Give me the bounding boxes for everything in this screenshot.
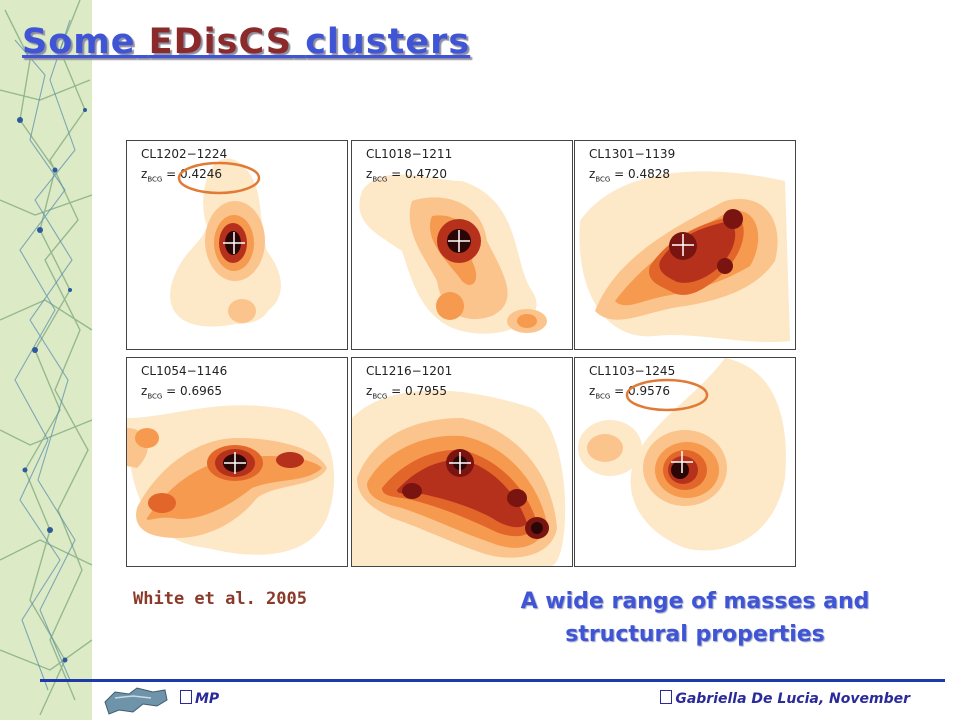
cluster-redshift: zBCG = 0.4246 bbox=[141, 167, 223, 184]
cluster-name: CL1103−1245 bbox=[589, 364, 676, 378]
footer-divider bbox=[40, 679, 945, 682]
cluster-name: CL1301−1139 bbox=[589, 147, 676, 161]
density-map bbox=[352, 390, 566, 566]
cluster-panel-2: CL1018−1211 zBCG = 0.4720 bbox=[351, 140, 573, 350]
logo-icon bbox=[104, 687, 168, 715]
title-highlight: EDisCS bbox=[148, 22, 292, 62]
cluster-panel-6: CL1103−1245 zBCG = 0.9576 bbox=[574, 357, 796, 567]
title-prefix: Some bbox=[22, 22, 136, 62]
placeholder-box-icon bbox=[660, 690, 673, 704]
cluster-redshift: zBCG = 0.9576 bbox=[589, 384, 671, 401]
density-map bbox=[578, 358, 786, 551]
caption: A wide range of masses and structural pr… bbox=[470, 585, 920, 651]
cluster-redshift: zBCG = 0.7955 bbox=[366, 384, 448, 401]
cluster-redshift: zBCG = 0.4828 bbox=[589, 167, 671, 184]
cluster-name: CL1216−1201 bbox=[366, 364, 453, 378]
cluster-panel-1: CL1202−1224 zBCG = 0.4246 bbox=[126, 140, 348, 350]
density-map bbox=[170, 158, 281, 327]
highlight-ring bbox=[177, 161, 261, 195]
footer-left: MP bbox=[180, 690, 219, 707]
density-map bbox=[579, 171, 790, 343]
citation: White et al. 2005 bbox=[133, 589, 307, 609]
cluster-name: CL1018−1211 bbox=[366, 147, 453, 161]
footer-right-text: Gabriella De Lucia, November bbox=[675, 691, 910, 707]
density-map bbox=[127, 405, 335, 555]
placeholder-box-icon bbox=[180, 690, 192, 704]
title-suffix: clusters bbox=[305, 22, 471, 62]
footer-right: Gabriella De Lucia, November bbox=[660, 690, 910, 707]
cluster-redshift: zBCG = 0.6965 bbox=[141, 384, 223, 401]
caption-line-2: structural properties bbox=[565, 622, 825, 647]
cluster-panel-4: CL1054−1146 zBCG = 0.6965 bbox=[126, 357, 348, 567]
cluster-panel-5: CL1216−1201 zBCG = 0.7955 bbox=[351, 357, 573, 567]
cluster-name: CL1054−1146 bbox=[141, 364, 228, 378]
highlight-ring bbox=[625, 378, 709, 412]
caption-line-1: A wide range of masses and bbox=[520, 589, 870, 614]
cluster-name: CL1202−1224 bbox=[141, 147, 228, 161]
cosmic-web-strip bbox=[0, 0, 92, 720]
footer-left-text: MP bbox=[195, 691, 220, 707]
density-map bbox=[359, 174, 547, 334]
cluster-panel-3: CL1301−1139 zBCG = 0.4828 bbox=[574, 140, 796, 350]
cluster-redshift: zBCG = 0.4720 bbox=[366, 167, 448, 184]
slide-title: Some EDisCS clusters bbox=[22, 22, 470, 62]
